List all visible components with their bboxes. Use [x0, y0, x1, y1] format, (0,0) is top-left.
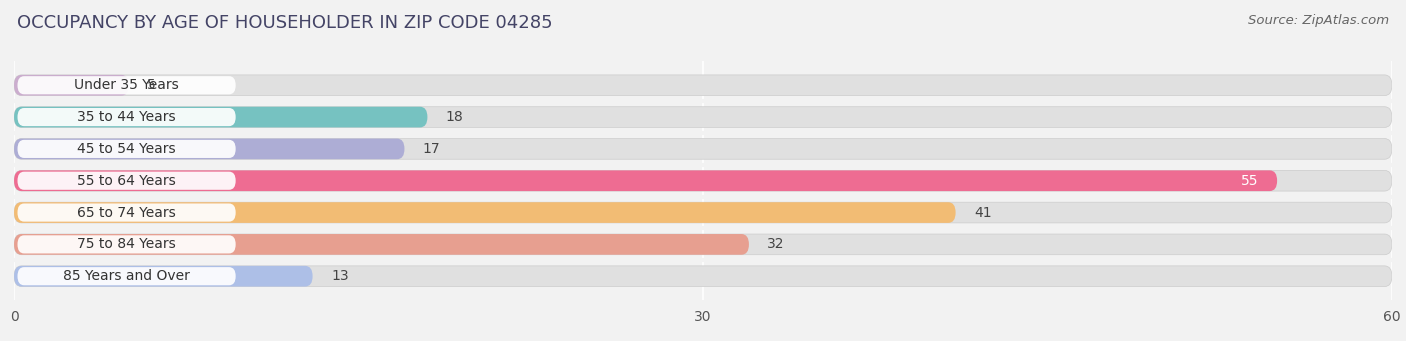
FancyBboxPatch shape: [14, 170, 1277, 191]
Text: 75 to 84 Years: 75 to 84 Years: [77, 237, 176, 251]
FancyBboxPatch shape: [17, 140, 236, 158]
Text: OCCUPANCY BY AGE OF HOUSEHOLDER IN ZIP CODE 04285: OCCUPANCY BY AGE OF HOUSEHOLDER IN ZIP C…: [17, 14, 553, 32]
FancyBboxPatch shape: [14, 107, 427, 128]
FancyBboxPatch shape: [17, 172, 236, 190]
Text: 85 Years and Over: 85 Years and Over: [63, 269, 190, 283]
FancyBboxPatch shape: [14, 234, 749, 255]
FancyBboxPatch shape: [17, 204, 236, 222]
FancyBboxPatch shape: [17, 235, 236, 253]
Text: Under 35 Years: Under 35 Years: [75, 78, 179, 92]
FancyBboxPatch shape: [14, 75, 1392, 95]
Text: 45 to 54 Years: 45 to 54 Years: [77, 142, 176, 156]
FancyBboxPatch shape: [14, 234, 1392, 255]
Text: 32: 32: [768, 237, 785, 251]
FancyBboxPatch shape: [14, 138, 405, 159]
Text: 55: 55: [1241, 174, 1258, 188]
FancyBboxPatch shape: [14, 266, 312, 286]
FancyBboxPatch shape: [14, 107, 1392, 128]
Text: 5: 5: [148, 78, 156, 92]
FancyBboxPatch shape: [14, 202, 1392, 223]
FancyBboxPatch shape: [17, 267, 236, 285]
FancyBboxPatch shape: [14, 75, 129, 95]
Text: 35 to 44 Years: 35 to 44 Years: [77, 110, 176, 124]
FancyBboxPatch shape: [14, 202, 956, 223]
FancyBboxPatch shape: [17, 108, 236, 126]
FancyBboxPatch shape: [14, 266, 1392, 286]
Text: 18: 18: [446, 110, 464, 124]
Text: Source: ZipAtlas.com: Source: ZipAtlas.com: [1249, 14, 1389, 27]
FancyBboxPatch shape: [17, 76, 236, 94]
Text: 13: 13: [330, 269, 349, 283]
Text: 55 to 64 Years: 55 to 64 Years: [77, 174, 176, 188]
Text: 41: 41: [974, 206, 991, 220]
FancyBboxPatch shape: [14, 138, 1392, 159]
Text: 65 to 74 Years: 65 to 74 Years: [77, 206, 176, 220]
Text: 17: 17: [423, 142, 440, 156]
FancyBboxPatch shape: [14, 170, 1392, 191]
